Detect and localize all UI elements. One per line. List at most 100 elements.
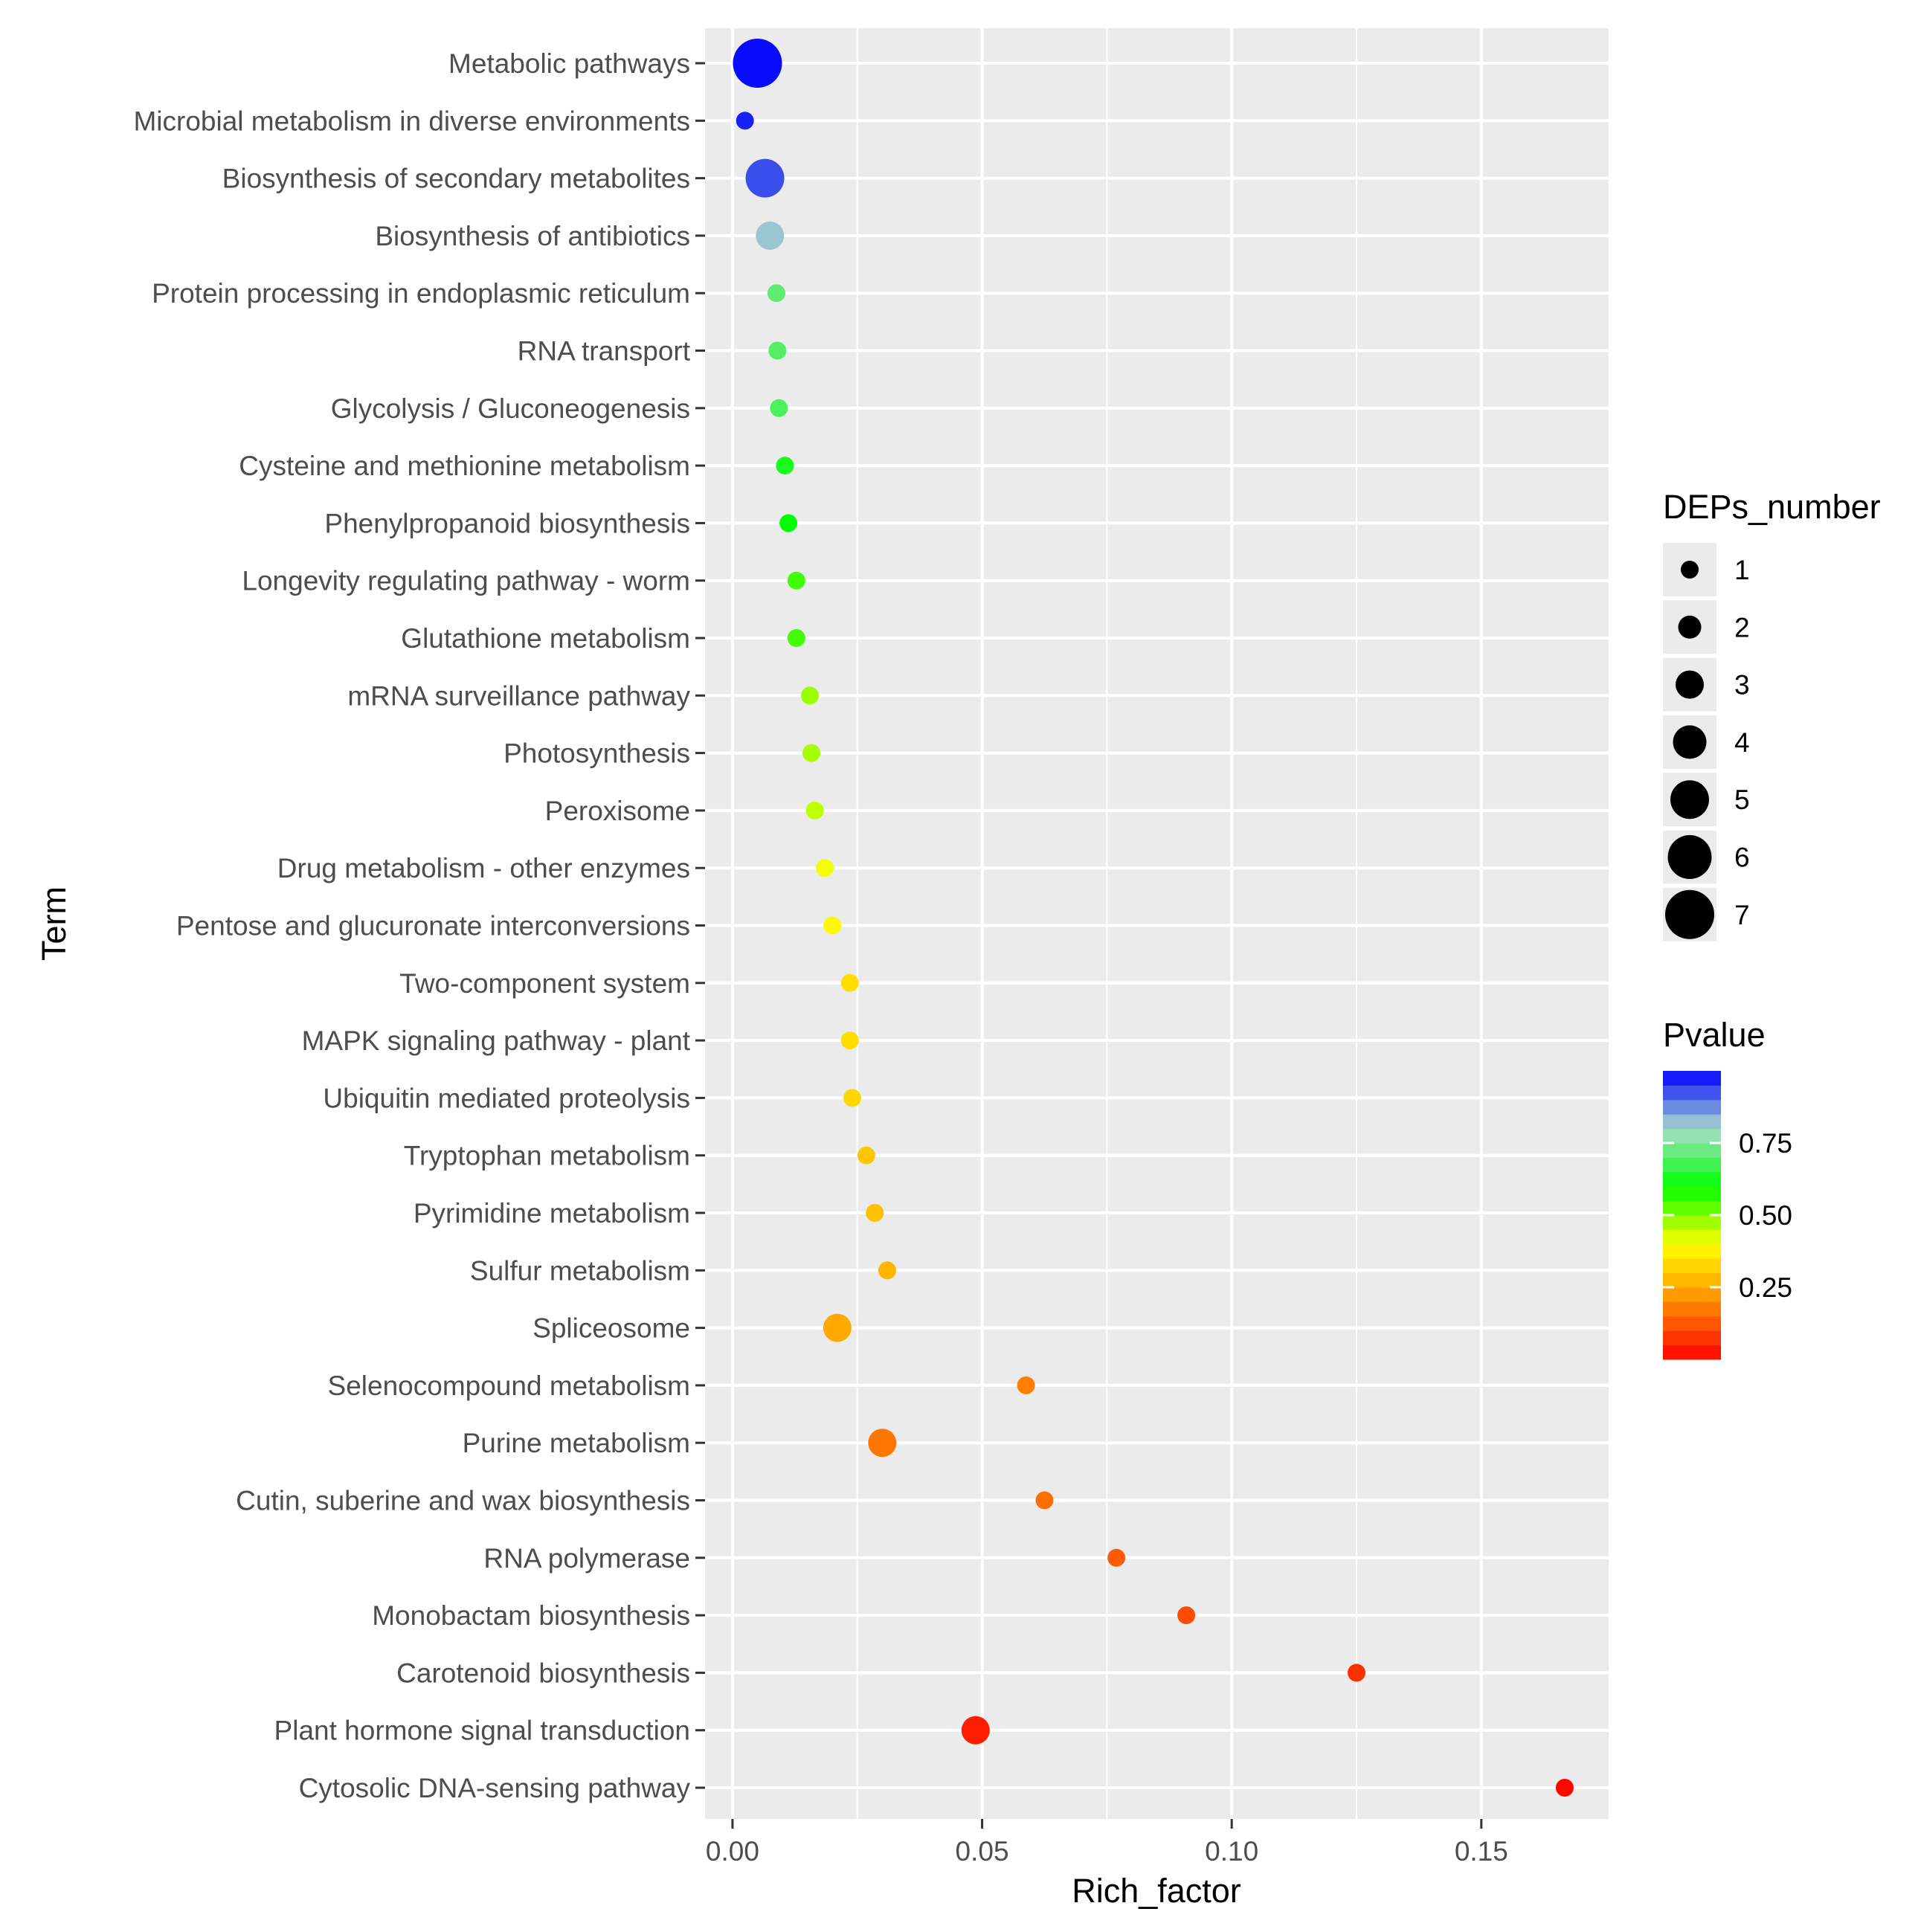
term-label: Peroxisome (545, 796, 690, 826)
data-point (768, 341, 787, 360)
colorbar-stripe (1663, 1157, 1721, 1173)
term-label: Microbial metabolism in diverse environm… (133, 106, 690, 136)
term-label: mRNA surveillance pathway (347, 680, 690, 711)
data-point (866, 1204, 884, 1222)
size-legend-label: 2 (1734, 612, 1750, 643)
colorbar-stripe (1663, 1243, 1721, 1259)
term-label: RNA polymerase (483, 1543, 690, 1574)
colorbar-stripe (1663, 1345, 1721, 1360)
size-legend-dot (1665, 889, 1714, 939)
x-tick-label: 0.15 (1455, 1836, 1508, 1867)
colorbar-stripe (1663, 1200, 1721, 1216)
term-label: Longevity regulating pathway - worm (242, 566, 690, 596)
size-legend-label: 5 (1734, 785, 1750, 815)
colorbar-stripe (1663, 1071, 1721, 1086)
plot-panel (705, 28, 1609, 1819)
y-axis-title: Term (35, 886, 73, 961)
data-point (756, 221, 785, 250)
color-legend-ticks: 0.75 0.50 0.25 (1663, 1128, 1792, 1303)
data-point (1555, 1779, 1574, 1797)
size-legend-label: 7 (1734, 900, 1750, 930)
colorbar-stripe (1663, 1099, 1721, 1115)
data-point (733, 39, 782, 88)
data-point (823, 916, 842, 935)
term-label: Biosynthesis of secondary metabolites (222, 164, 690, 194)
term-label: Two-component system (399, 968, 690, 999)
colorbar-stripe (1663, 1330, 1721, 1346)
term-label: MAPK signaling pathway - plant (302, 1025, 691, 1056)
data-point (767, 284, 785, 303)
x-tick-label: 0.00 (706, 1836, 759, 1867)
term-label: Purine metabolism (463, 1428, 690, 1458)
data-point (770, 399, 788, 417)
term-label: Cytosolic DNA-sensing pathway (299, 1773, 691, 1803)
data-point (787, 629, 805, 647)
data-point (840, 973, 859, 992)
data-point (787, 571, 805, 590)
colorbar-tick-label: 0.25 (1739, 1272, 1792, 1303)
size-legend-dot (1670, 780, 1709, 820)
colorbar-stripes (1663, 1071, 1721, 1360)
data-point (868, 1429, 897, 1458)
data-point (961, 1716, 990, 1745)
size-legend-dot (1667, 835, 1712, 879)
size-legend-label: 1 (1734, 555, 1750, 585)
term-label: Glycolysis / Gluconeogenesis (331, 393, 690, 424)
data-point (1035, 1491, 1054, 1510)
colorbar-stripe (1663, 1143, 1721, 1158)
data-point (1107, 1548, 1126, 1567)
size-legend-dot (1681, 561, 1699, 579)
data-point (857, 1146, 875, 1165)
x-tick-label: 0.10 (1205, 1836, 1258, 1867)
term-label: Monobactam biosynthesis (372, 1600, 690, 1631)
term-label: Plant hormone signal transduction (274, 1716, 690, 1746)
data-point (840, 1031, 859, 1050)
term-label: Protein processing in endoplasmic reticu… (152, 278, 690, 309)
colorbar-stripe (1663, 1229, 1721, 1245)
term-label: Tryptophan metabolism (404, 1141, 690, 1171)
size-legend-title: DEPs_number (1663, 488, 1881, 526)
size-legend-label: 6 (1734, 843, 1750, 873)
colorbar-stripe (1663, 1186, 1721, 1202)
data-point (1017, 1376, 1035, 1394)
term-label: Spliceosome (532, 1313, 690, 1344)
term-label: Photosynthesis (503, 738, 690, 769)
size-legend-dot (1676, 670, 1704, 699)
colorbar-stripe (1663, 1301, 1721, 1317)
grid-lines (705, 28, 1609, 1819)
term-label: Drug metabolism - other enzymes (277, 853, 690, 883)
colorbar-stripe (1663, 1128, 1721, 1144)
colorbar-stripe (1663, 1287, 1721, 1302)
data-point (800, 686, 819, 705)
term-label: Glutathione metabolism (401, 623, 690, 654)
size-legend-label: 4 (1734, 727, 1750, 758)
colorbar-stripe (1663, 1215, 1721, 1230)
term-label: Pyrimidine metabolism (414, 1198, 690, 1229)
data-point (1348, 1664, 1366, 1682)
data-point (843, 1089, 862, 1107)
term-label: Phenylpropanoid biosynthesis (324, 508, 690, 538)
colorbar-stripe (1663, 1171, 1721, 1187)
colorbar-stripe (1663, 1085, 1721, 1101)
data-points (733, 39, 1574, 1797)
colorbar-stripe (1663, 1258, 1721, 1274)
data-point (805, 801, 824, 820)
colorbar-tick-label: 0.50 (1739, 1200, 1792, 1231)
term-label: Selenocompound metabolism (328, 1371, 690, 1401)
data-point (736, 112, 754, 130)
term-label: RNA transport (518, 336, 691, 367)
colorbar-tick-label: 0.75 (1739, 1128, 1792, 1159)
term-label: Biosynthesis of antibiotics (375, 221, 690, 251)
x-axis-title: Rich_factor (1072, 1872, 1241, 1910)
term-label: Carotenoid biosynthesis (396, 1658, 690, 1688)
colorbar-stripe (1663, 1272, 1721, 1288)
size-legend-dot (1678, 615, 1702, 639)
term-label: Pentose and glucuronate interconversions (176, 911, 690, 941)
size-legend-label: 3 (1734, 670, 1750, 701)
x-axis-ticks: 0.00 0.05 0.10 0.15 (706, 1819, 1508, 1867)
term-label: Ubiquitin mediated proteolysis (323, 1083, 690, 1113)
data-point (779, 514, 798, 532)
term-label: Sulfur metabolism (470, 1255, 690, 1286)
term-label: Metabolic pathways (448, 48, 690, 79)
